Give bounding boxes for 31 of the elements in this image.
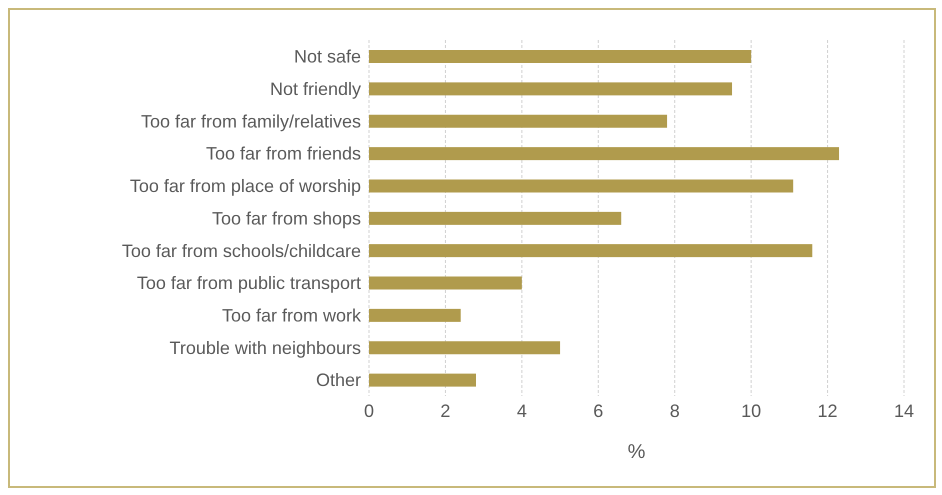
y-tick-label: Too far from public transport (136, 273, 361, 294)
bar (369, 308, 461, 322)
bar (369, 212, 622, 225)
y-tick-label: Too far from schools/childcare (122, 240, 361, 261)
bar (369, 374, 476, 387)
bar (369, 341, 560, 354)
x-tick-label: 0 (364, 400, 374, 421)
x-tick-label: 2 (440, 400, 450, 421)
y-tick-label: Too far from place of worship (130, 176, 361, 196)
x-tick-label: 6 (593, 400, 604, 421)
bar (369, 50, 752, 63)
bar (369, 244, 812, 258)
bar (369, 147, 840, 160)
x-tick-label: 12 (818, 400, 838, 421)
x-tick-label: 14 (894, 400, 914, 421)
bar (369, 114, 668, 128)
x-tick-label: 10 (741, 400, 762, 421)
bar (369, 179, 794, 192)
y-tick-label: Too far from shops (212, 208, 361, 228)
y-tick-label: Not friendly (270, 78, 361, 99)
y-tick-label: Not safe (294, 46, 361, 67)
x-axis-title: % (628, 441, 646, 463)
bar (369, 276, 522, 290)
y-tick-label: Trouble with neighbours (170, 338, 361, 358)
x-tick-label: 4 (516, 400, 527, 421)
x-tick-label: 8 (670, 400, 680, 421)
y-tick-label: Other (316, 370, 361, 390)
bar (369, 82, 732, 96)
y-tick-label: Too far from family/relatives (140, 111, 361, 132)
y-tick-label: Too far from work (222, 305, 362, 326)
y-tick-label: Too far from friends (206, 144, 361, 164)
